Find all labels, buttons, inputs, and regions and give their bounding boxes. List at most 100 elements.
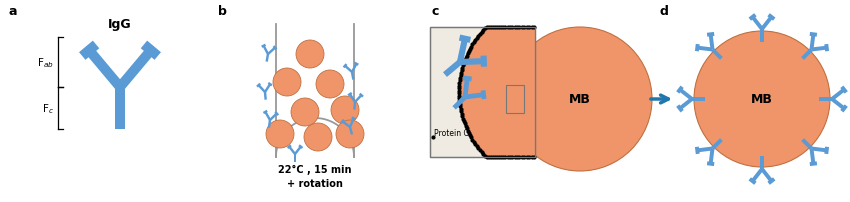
Text: a: a (8, 5, 16, 18)
Polygon shape (809, 161, 817, 166)
Circle shape (331, 97, 359, 124)
Polygon shape (459, 28, 535, 157)
Polygon shape (344, 65, 353, 74)
Polygon shape (348, 94, 356, 103)
Polygon shape (678, 89, 694, 101)
Polygon shape (465, 93, 484, 100)
Polygon shape (761, 17, 773, 31)
Polygon shape (768, 14, 775, 22)
Polygon shape (707, 161, 714, 166)
Polygon shape (462, 79, 470, 98)
Polygon shape (811, 46, 827, 52)
Polygon shape (343, 64, 348, 69)
Polygon shape (824, 147, 829, 154)
Polygon shape (261, 44, 266, 49)
Polygon shape (677, 105, 683, 113)
Text: F$_{c}$: F$_{c}$ (42, 102, 54, 115)
Polygon shape (268, 83, 273, 87)
Polygon shape (264, 93, 267, 100)
Polygon shape (697, 46, 713, 52)
Polygon shape (288, 146, 296, 155)
Polygon shape (751, 168, 763, 182)
Polygon shape (268, 120, 271, 128)
Polygon shape (459, 35, 471, 44)
Polygon shape (749, 14, 756, 22)
Circle shape (266, 120, 294, 148)
Polygon shape (264, 112, 271, 121)
Polygon shape (286, 145, 292, 149)
Text: Protein G: Protein G (434, 128, 469, 137)
Polygon shape (760, 30, 764, 42)
Polygon shape (269, 113, 278, 121)
Polygon shape (457, 39, 468, 63)
Polygon shape (768, 177, 775, 185)
Polygon shape (811, 147, 827, 153)
Polygon shape (692, 98, 705, 101)
Polygon shape (480, 56, 487, 67)
Polygon shape (809, 35, 815, 50)
Text: 22°C , 15 min
+ rotation: 22°C , 15 min + rotation (278, 164, 352, 188)
Polygon shape (141, 41, 161, 61)
Polygon shape (298, 145, 303, 149)
Polygon shape (85, 48, 124, 91)
Text: F$_{ab}$: F$_{ab}$ (37, 56, 54, 69)
Circle shape (336, 120, 364, 148)
Polygon shape (359, 93, 364, 98)
Polygon shape (809, 148, 815, 164)
Polygon shape (348, 127, 353, 135)
Polygon shape (830, 98, 845, 110)
Polygon shape (709, 148, 715, 164)
Polygon shape (819, 98, 832, 101)
Bar (506, 86, 524, 114)
Polygon shape (452, 96, 467, 110)
Circle shape (296, 41, 324, 69)
Polygon shape (695, 147, 700, 154)
Polygon shape (480, 91, 486, 100)
Polygon shape (711, 139, 722, 150)
Polygon shape (267, 48, 275, 56)
Polygon shape (709, 35, 715, 50)
Polygon shape (695, 45, 700, 52)
Polygon shape (256, 83, 261, 88)
Text: MB: MB (569, 93, 591, 106)
Polygon shape (294, 146, 302, 155)
Polygon shape (340, 119, 345, 124)
Circle shape (316, 71, 344, 99)
Circle shape (694, 32, 830, 167)
Text: c: c (432, 5, 439, 18)
Polygon shape (462, 76, 472, 82)
Polygon shape (263, 46, 269, 55)
Polygon shape (830, 89, 845, 101)
Polygon shape (841, 105, 847, 113)
Text: d: d (660, 5, 669, 18)
Polygon shape (760, 157, 764, 169)
Polygon shape (751, 17, 763, 31)
Polygon shape (354, 95, 362, 103)
Polygon shape (265, 55, 269, 62)
Polygon shape (116, 48, 155, 91)
Polygon shape (79, 41, 99, 61)
Polygon shape (460, 59, 484, 66)
Polygon shape (342, 121, 351, 128)
Text: b: b (218, 5, 227, 18)
Polygon shape (294, 154, 296, 162)
Polygon shape (707, 33, 714, 38)
Circle shape (291, 99, 319, 126)
Text: IgG: IgG (108, 18, 132, 31)
Polygon shape (802, 139, 813, 150)
Polygon shape (348, 93, 353, 97)
Polygon shape (443, 60, 462, 78)
Polygon shape (841, 86, 847, 94)
Polygon shape (275, 112, 279, 116)
Polygon shape (351, 117, 356, 121)
Polygon shape (824, 45, 829, 52)
Polygon shape (761, 168, 773, 182)
Polygon shape (354, 62, 359, 66)
Polygon shape (697, 147, 713, 153)
Bar (430, 28, 535, 157)
Polygon shape (809, 33, 817, 38)
Polygon shape (711, 49, 722, 61)
Polygon shape (264, 84, 271, 93)
Polygon shape (263, 110, 268, 115)
Polygon shape (351, 64, 358, 73)
